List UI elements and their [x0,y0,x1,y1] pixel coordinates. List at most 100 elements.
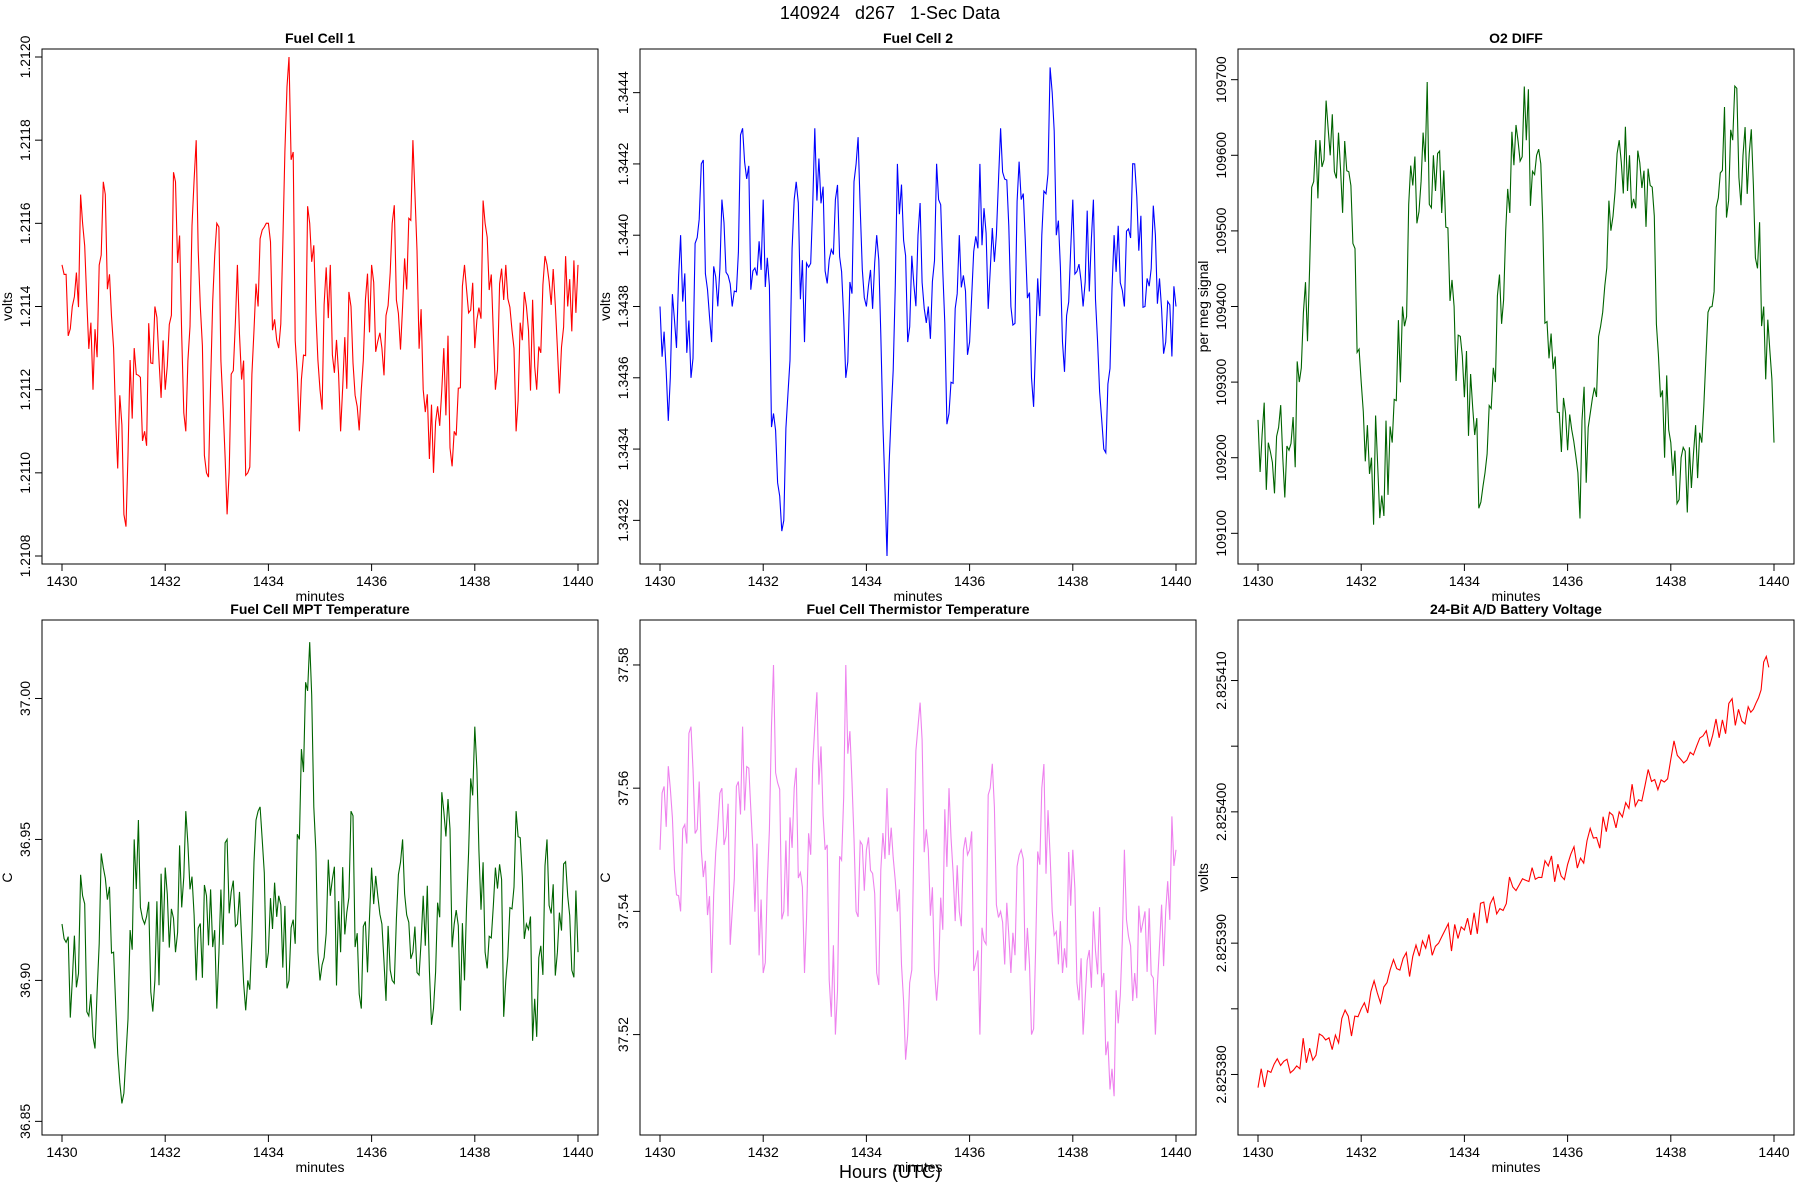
panel6-y-tick-label: 2.825400 [1213,782,1229,841]
panel3-x-tick-label: 1430 [1242,573,1273,589]
panel4-x-tick-label: 1434 [253,1144,284,1160]
panel1-y-tick-label: 1.2118 [17,119,33,161]
panel4-data-line [61,642,579,1104]
panel5-x-tick-label: 1430 [644,1144,675,1160]
panel4-title: Fuel Cell MPT Temperature [230,601,410,617]
panel5-plot-frame [639,619,1197,1136]
panel3-x-tick-label: 1440 [1758,573,1789,589]
panel3-y-tick-label: 109700 [1213,56,1229,103]
panel6-y-axis-label: volts [1195,863,1211,892]
panel5-y-tick-label: 37.58 [615,647,631,682]
panel1: Fuel Cell 1 1430 1432 1434 1436 1438 1440 1.210… [0,30,599,604]
panel2-y-tick-label: 1.3438 [615,285,631,328]
panel2-x-tick-label: 1440 [1160,573,1191,589]
panel6-data-line [1257,654,1770,1088]
panel2-y-tick-label: 1.3432 [615,499,631,542]
panel6-x-tick-label: 1430 [1242,1144,1273,1160]
panel3-x-tick-label: 1438 [1655,573,1686,589]
panel2-y-tick-label: 1.3444 [615,71,631,114]
panel5-y-tick-label: 37.54 [615,894,631,929]
panel2-x-tick-label: 1438 [1057,573,1088,589]
panel2-y-axis-label: volts [597,292,613,321]
panel6-y-tick-label: 2.825380 [1213,1045,1229,1104]
panel6-y-tick-label: 2.825410 [1213,651,1229,710]
panel1-x-tick-label: 1436 [356,573,387,589]
panel6-x-axis-label: minutes [1491,1159,1540,1175]
panel5-x-axis-label: minutes [893,1159,942,1175]
panel4-x-tick-label: 1436 [356,1144,387,1160]
panel1-x-tick-label: 1432 [150,573,181,589]
panels: Fuel Cell 1 1430 1432 1434 1436 1438 1440 1.210… [0,30,1795,1175]
panel5-y-tick-label: 37.52 [615,1017,631,1052]
panel2-x-tick-label: 1436 [954,573,985,589]
panel5-x-tick-label: 1440 [1160,1144,1191,1160]
panel3-data-line [1257,81,1775,525]
panel2-plot-frame [639,48,1197,565]
panel6-x-tick-label: 1436 [1552,1144,1583,1160]
panel3-y-tick-label: 109200 [1213,434,1229,481]
panel6-x-tick-label: 1440 [1758,1144,1789,1160]
panel5-x-tick-label: 1432 [748,1144,779,1160]
panel4-y-axis-label: C [0,872,15,882]
panel2-y-tick-label: 1.3436 [615,356,631,399]
panel3-y-tick-label: 109300 [1213,359,1229,406]
panel1-y-tick-label: 1.2112 [17,369,33,411]
panel3-x-tick-label: 1436 [1552,573,1583,589]
panel4-x-tick-label: 1438 [459,1144,490,1160]
panel2-y-tick-label: 1.3442 [615,142,631,185]
panel1-x-tick-label: 1434 [253,573,284,589]
panel4-x-tick-label: 1440 [562,1144,593,1160]
panel3-y-tick-label: 109400 [1213,283,1229,330]
panel6-x-tick-label: 1438 [1655,1144,1686,1160]
panel5-y-axis-label: C [597,872,613,882]
panel1-y-tick-label: 1.2114 [17,285,33,327]
panel5-x-tick-label: 1436 [954,1144,985,1160]
panel1-y-axis-label: volts [0,292,15,321]
panel1-y-tick-label: 1.2108 [17,534,33,577]
panel5-x-tick-label: 1438 [1057,1144,1088,1160]
panel1-y-tick-label: 1.2120 [17,35,33,78]
panel3-y-tick-label: 109100 [1213,510,1229,557]
panel1-x-tick-label: 1430 [46,573,77,589]
panel1-x-tick-label: 1438 [459,573,490,589]
panel2-x-axis-label: minutes [893,588,942,604]
panel4-x-axis-label: minutes [295,1159,344,1175]
panel4: Fuel Cell MPT Temperature 1430 1432 1434 143… [0,601,599,1175]
panel2: Fuel Cell 2 1430 1432 1434 1436 1438 1440 1.343… [597,30,1197,604]
panel6-plot-frame [1237,619,1795,1136]
panel1-title: Fuel Cell 1 [285,30,355,46]
panel3-x-tick-label: 1434 [1449,573,1480,589]
figure-footer-label: Hours (UTC) [839,1162,941,1182]
panel5-y-tick-label: 37.56 [615,770,631,805]
panel5: Fuel Cell Thermistor Temperature 1430 1432… [597,601,1197,1175]
panel3-title: O2 DIFF [1489,30,1543,46]
panel2-x-tick-label: 1434 [851,573,882,589]
panel5-x-tick-label: 1434 [851,1144,882,1160]
panel4-y-tick-label: 36.90 [17,963,33,998]
panel6-title: 24-Bit A/D Battery Voltage [1430,601,1602,617]
panel3-x-tick-label: 1432 [1346,573,1377,589]
panel3-y-axis-label: per meg signal [1195,261,1211,353]
panel4-y-tick-label: 37.00 [17,681,33,716]
panel1-x-tick-label: 1440 [562,573,593,589]
panel4-plot-frame [41,619,599,1136]
panel6-x-tick-label: 1434 [1449,1144,1480,1160]
panel4-y-tick-label: 36.85 [17,1104,33,1139]
panel1-x-axis-label: minutes [295,588,344,604]
panel5-title: Fuel Cell Thermistor Temperature [806,601,1029,617]
panel2-y-tick-label: 1.3440 [615,214,631,257]
panel4-x-tick-label: 1430 [46,1144,77,1160]
panel1-data-line [61,56,579,527]
panel2-y-tick-label: 1.3434 [615,427,631,470]
figure-title: 140924 d267 1-Sec Data [780,3,1001,23]
panel2-x-tick-label: 1430 [644,573,675,589]
panel2-x-tick-label: 1432 [748,573,779,589]
panel6-x-tick-label: 1432 [1346,1144,1377,1160]
panel1-plot-frame [41,48,599,565]
panel4-y-tick-label: 36.95 [17,822,33,857]
panel4-x-tick-label: 1432 [150,1144,181,1160]
panel3-y-tick-label: 109500 [1213,207,1229,254]
panel1-y-tick-label: 1.2110 [17,452,33,494]
panel1-y-tick-label: 1.2116 [17,202,33,244]
